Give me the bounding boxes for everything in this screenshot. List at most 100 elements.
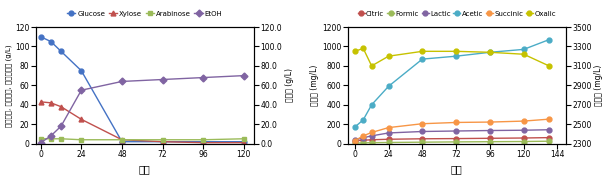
Arabinose <box>240 138 247 140</box>
Arabinose <box>200 139 207 141</box>
Lactic <box>368 135 375 137</box>
Arabinose <box>78 139 85 141</box>
Lactic <box>520 129 527 131</box>
Arabinose <box>37 138 44 140</box>
EtOH <box>159 78 166 81</box>
Lactic <box>418 130 426 133</box>
Succinic <box>385 127 392 129</box>
Succinic <box>520 120 527 122</box>
Succinic <box>452 121 460 123</box>
Citric <box>452 138 460 140</box>
Line: Glucose: Glucose <box>38 34 246 144</box>
Formic <box>359 142 367 144</box>
Xylose <box>78 118 85 120</box>
Formic <box>418 141 426 143</box>
Lactic <box>359 137 367 139</box>
Citric <box>351 140 359 142</box>
Glucose <box>78 70 85 72</box>
Oxalic <box>546 65 553 67</box>
Y-axis label: 슈퍼릭 (mg/L): 슈퍼릭 (mg/L) <box>594 65 604 106</box>
Glucose <box>48 40 55 43</box>
Xylose <box>200 142 207 144</box>
Xylose <box>159 141 166 143</box>
Citric <box>486 137 493 139</box>
Succinic <box>359 135 367 137</box>
EtOH <box>118 80 125 82</box>
Line: Oxalic: Oxalic <box>353 46 552 68</box>
EtOH <box>37 142 44 144</box>
Acetic <box>452 55 460 57</box>
Y-axis label: 글루코스, 자일로스, 아라비노스 (g/L): 글루코스, 자일로스, 아라비노스 (g/L) <box>5 44 12 127</box>
Citric <box>520 137 527 139</box>
Succinic <box>368 131 375 134</box>
Oxalic <box>520 53 527 55</box>
Line: Arabinose: Arabinose <box>38 136 246 142</box>
Line: Succinic: Succinic <box>353 117 552 143</box>
Citric <box>359 139 367 141</box>
Oxalic <box>351 50 359 52</box>
Acetic <box>418 58 426 60</box>
Line: EtOH: EtOH <box>38 73 246 145</box>
Acetic <box>546 39 553 41</box>
Oxalic <box>418 50 426 52</box>
Formic <box>486 141 493 143</box>
Formic <box>351 142 359 144</box>
Line: Xylose: Xylose <box>38 99 246 145</box>
Line: Lactic: Lactic <box>353 127 552 142</box>
Acetic <box>359 119 367 121</box>
Formic <box>520 140 527 143</box>
Lactic <box>351 139 359 141</box>
Arabinose <box>48 138 55 140</box>
Glucose <box>240 141 247 143</box>
Legend: Citric, Formic, Lactic, Acetic, Succinic, Oxalic: Citric, Formic, Lactic, Acetic, Succinic… <box>356 10 557 18</box>
Citric <box>368 139 375 141</box>
Succinic <box>546 118 553 120</box>
Formic <box>452 141 460 143</box>
Xylose <box>48 102 55 104</box>
Arabinose <box>57 138 65 140</box>
Line: Acetic: Acetic <box>353 37 552 130</box>
Oxalic <box>359 47 367 50</box>
Arabinose <box>118 139 125 141</box>
Acetic <box>368 104 375 106</box>
Oxalic <box>385 55 392 57</box>
Legend: Glucose, Xylose, Arabinose, EtOH: Glucose, Xylose, Arabinose, EtOH <box>66 10 224 18</box>
Acetic <box>486 51 493 53</box>
Succinic <box>486 121 493 123</box>
Glucose <box>37 36 44 38</box>
Arabinose <box>159 139 166 141</box>
Xylose <box>240 142 247 144</box>
Glucose <box>159 141 166 143</box>
Lactic <box>546 129 553 131</box>
Formic <box>385 141 392 144</box>
Xylose <box>37 101 44 103</box>
Glucose <box>57 50 65 52</box>
Xylose <box>118 139 125 141</box>
X-axis label: 시간: 시간 <box>139 165 150 174</box>
Citric <box>546 137 553 139</box>
Y-axis label: 에탄올 (g/L): 에탄올 (g/L) <box>284 68 294 102</box>
EtOH <box>240 75 247 77</box>
X-axis label: 시간: 시간 <box>451 165 463 174</box>
Lactic <box>452 130 460 132</box>
EtOH <box>78 89 85 91</box>
Lactic <box>486 129 493 132</box>
EtOH <box>57 125 65 127</box>
EtOH <box>48 135 55 137</box>
Succinic <box>351 140 359 142</box>
Acetic <box>351 126 359 128</box>
Formic <box>546 140 553 142</box>
Glucose <box>200 141 207 143</box>
Lactic <box>385 132 392 134</box>
Glucose <box>118 141 125 143</box>
Xylose <box>57 106 65 108</box>
Acetic <box>520 48 527 50</box>
Succinic <box>418 123 426 125</box>
Citric <box>418 138 426 140</box>
Oxalic <box>486 51 493 53</box>
Acetic <box>385 85 392 87</box>
Citric <box>385 138 392 140</box>
Y-axis label: 유기산 (mg/L): 유기산 (mg/L) <box>311 65 319 106</box>
Oxalic <box>368 65 375 67</box>
Formic <box>368 142 375 144</box>
